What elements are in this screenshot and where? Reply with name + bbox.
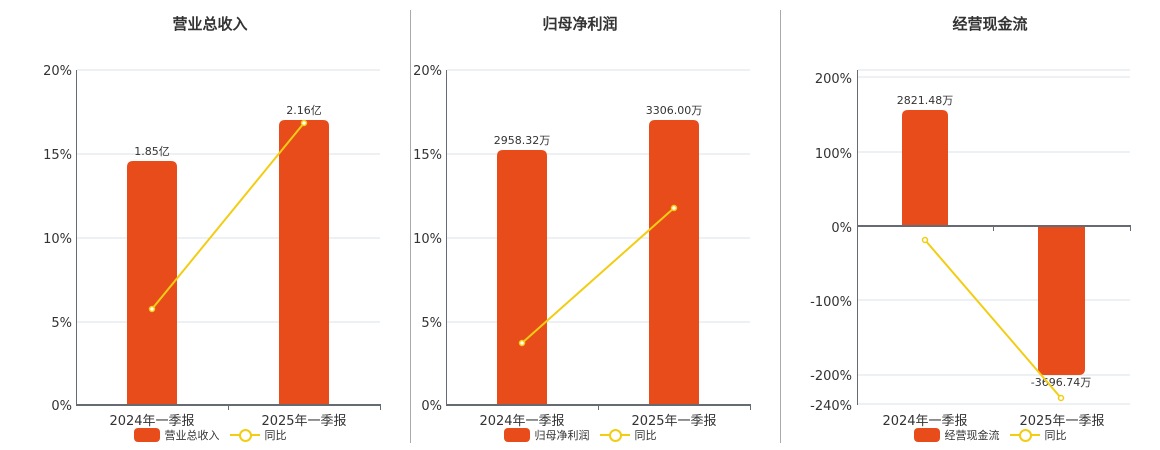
yoy-point[interactable] (518, 339, 526, 347)
bar-2024[interactable] (127, 161, 177, 405)
chart-title: 经营现金流 (952, 15, 1028, 33)
yoy-line (521, 207, 675, 344)
legend-bar-swatch[interactable] (133, 428, 160, 442)
chart-panel-revenue: 营业总收入 20% 15% 10% 5% 0% 1.85亿 2.16亿 2024… (0, 0, 410, 450)
svg-text:-240%: -240% (810, 399, 852, 414)
bar-2025[interactable] (279, 120, 329, 405)
chart-panel-net-profit: 归母净利润 20% 15% 10% 5% 0% 2958.32万 3306.00… (370, 0, 780, 450)
svg-text:5%: 5% (51, 316, 72, 331)
bar-2025[interactable] (649, 120, 699, 405)
legend-line-icon[interactable] (229, 428, 260, 442)
svg-text:200%: 200% (815, 72, 852, 87)
svg-text:15%: 15% (43, 148, 72, 163)
yoy-line (924, 239, 1062, 399)
svg-text:0%: 0% (421, 399, 442, 414)
bar-label: 3306.00万 (646, 104, 703, 117)
x-label: 2025年一季报 (631, 414, 716, 429)
legend-bar-swatch[interactable] (503, 428, 530, 442)
chart-plot: 20% 15% 10% 5% 0% 1.85亿 2.16亿 2024年一季报 2… (43, 64, 381, 429)
bar-2024[interactable] (902, 110, 948, 226)
y-axis-labels: 20% 15% 10% 5% 0% (43, 64, 72, 414)
bar-label: 2958.32万 (494, 134, 551, 147)
panel-divider (780, 10, 781, 443)
svg-text:5%: 5% (421, 316, 442, 331)
yoy-point[interactable] (670, 204, 678, 212)
legend-bar-label[interactable]: 营业总收入 (164, 429, 220, 442)
chart-plot: 200% 100% 0% -100% -200% -240% 2821.48万 … (810, 69, 1131, 429)
yoy-line (151, 122, 305, 310)
svg-text:15%: 15% (413, 148, 442, 163)
svg-text:-200%: -200% (810, 369, 852, 384)
x-label: 2025年一季报 (1019, 414, 1104, 429)
legend: 经营现金流 同比 (780, 427, 1160, 443)
legend-line-label[interactable]: 同比 (264, 429, 287, 442)
svg-text:100%: 100% (815, 147, 852, 162)
x-label: 2024年一季报 (109, 414, 194, 429)
yoy-point[interactable] (148, 305, 156, 313)
yoy-point[interactable] (300, 119, 308, 127)
bar-label: 1.85亿 (134, 145, 170, 158)
bar-2025[interactable] (1038, 226, 1085, 375)
grid-lines (858, 69, 1130, 405)
yoy-point[interactable] (1057, 394, 1065, 402)
svg-text:20%: 20% (413, 64, 442, 79)
grid-lines (447, 69, 750, 323)
legend-bar-swatch[interactable] (913, 428, 940, 442)
legend-line-icon[interactable] (1009, 428, 1040, 442)
chart-panel-operating-cashflow: 经营现金流 200% 100% 0% -100% -200% -240% 282… (780, 0, 1160, 450)
legend-bar-label[interactable]: 归母净利润 (534, 429, 590, 442)
legend: 归母净利润 同比 (370, 427, 790, 443)
y-axis-labels: 20% 15% 10% 5% 0% (413, 64, 442, 414)
legend-line-label[interactable]: 同比 (634, 429, 657, 442)
bar-label: 2.16亿 (286, 104, 322, 117)
svg-text:10%: 10% (413, 232, 442, 247)
x-label: 2025年一季报 (261, 414, 346, 429)
y-axis-labels: 200% 100% 0% -100% -200% -240% (810, 72, 852, 414)
panel-divider (410, 10, 411, 443)
svg-text:10%: 10% (43, 232, 72, 247)
chart-title: 营业总收入 (172, 15, 248, 33)
svg-text:0%: 0% (51, 399, 72, 414)
legend-line-icon[interactable] (599, 428, 630, 442)
svg-text:20%: 20% (43, 64, 72, 79)
chart-title: 归母净利润 (542, 15, 618, 33)
x-label: 2024年一季报 (479, 414, 564, 429)
legend: 营业总收入 同比 (0, 427, 420, 443)
bar-2024[interactable] (497, 150, 547, 405)
svg-text:-100%: -100% (810, 295, 852, 310)
x-label: 2024年一季报 (882, 414, 967, 429)
legend-bar-label[interactable]: 经营现金流 (944, 429, 1000, 442)
svg-text:0%: 0% (831, 221, 852, 236)
bar-label: -3696.74万 (1031, 376, 1091, 389)
yoy-point[interactable] (921, 236, 929, 244)
grid-lines (77, 69, 380, 323)
legend-line-label[interactable]: 同比 (1044, 429, 1067, 442)
chart-plot: 20% 15% 10% 5% 0% 2958.32万 3306.00万 2024… (413, 64, 751, 429)
bar-label: 2821.48万 (897, 94, 954, 107)
